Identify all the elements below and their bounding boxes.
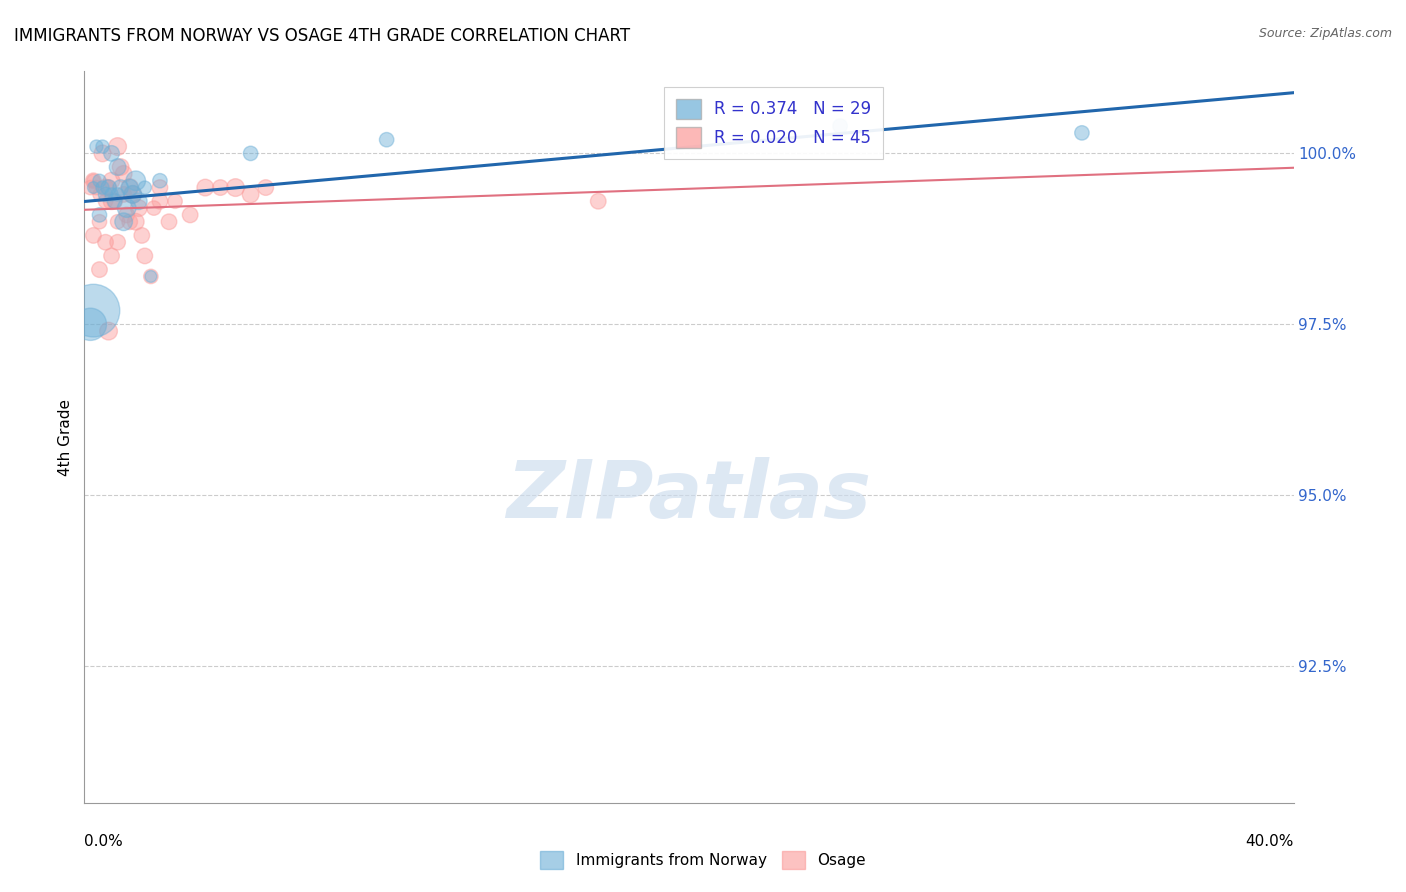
Point	[375, 133, 398, 147]
Point	[89, 262, 111, 277]
Point	[157, 215, 180, 229]
Point	[100, 249, 122, 263]
Point	[82, 180, 104, 194]
Point	[100, 146, 122, 161]
Text: IMMIGRANTS FROM NORWAY VS OSAGE 4TH GRADE CORRELATION CHART: IMMIGRANTS FROM NORWAY VS OSAGE 4TH GRAD…	[14, 27, 630, 45]
Point	[82, 174, 104, 188]
Point	[94, 180, 117, 194]
Point	[94, 187, 117, 202]
Point	[149, 194, 172, 209]
Point	[82, 228, 104, 243]
Point	[118, 180, 141, 194]
Point	[89, 208, 111, 222]
Point	[225, 180, 247, 194]
Point	[79, 318, 101, 332]
Point	[179, 208, 201, 222]
Point	[100, 174, 122, 188]
Point	[125, 215, 148, 229]
Point	[134, 180, 156, 194]
Point	[131, 228, 153, 243]
Point	[142, 201, 165, 215]
Y-axis label: 4th Grade: 4th Grade	[58, 399, 73, 475]
Point	[1071, 126, 1094, 140]
Point	[588, 194, 610, 209]
Point	[91, 146, 114, 161]
Point	[86, 180, 108, 194]
Point	[89, 174, 111, 188]
Point	[91, 139, 114, 153]
Point	[110, 160, 132, 174]
Point	[139, 269, 162, 284]
Text: Source: ZipAtlas.com: Source: ZipAtlas.com	[1258, 27, 1392, 40]
Point	[107, 215, 129, 229]
Point	[97, 180, 120, 194]
Point	[112, 167, 135, 181]
Point	[118, 180, 141, 194]
Point	[107, 139, 129, 153]
Point	[100, 194, 122, 209]
Point	[94, 194, 117, 209]
Point	[112, 215, 135, 229]
Point	[209, 180, 232, 194]
Point	[82, 303, 104, 318]
Point	[239, 146, 262, 161]
Point	[165, 194, 187, 209]
Point	[128, 194, 150, 209]
Point	[82, 174, 104, 188]
Point	[110, 180, 132, 194]
Point	[104, 194, 127, 209]
Point	[254, 180, 277, 194]
Point	[100, 187, 122, 202]
Legend: Immigrants from Norway, Osage: Immigrants from Norway, Osage	[534, 845, 872, 875]
Point	[107, 187, 129, 202]
Point	[125, 174, 148, 188]
Point	[149, 180, 172, 194]
Point	[86, 139, 108, 153]
Text: 40.0%: 40.0%	[1246, 834, 1294, 849]
Point	[79, 180, 101, 194]
Point	[89, 215, 111, 229]
Point	[104, 194, 127, 209]
Point	[118, 215, 141, 229]
Point	[97, 180, 120, 194]
Legend: R = 0.374   N = 29, R = 0.020   N = 45: R = 0.374 N = 29, R = 0.020 N = 45	[664, 87, 883, 160]
Text: ZIPatlas: ZIPatlas	[506, 457, 872, 534]
Point	[121, 187, 143, 202]
Point	[134, 249, 156, 263]
Point	[107, 160, 129, 174]
Point	[89, 187, 111, 202]
Point	[91, 180, 114, 194]
Point	[107, 235, 129, 250]
Point	[149, 174, 172, 188]
Point	[194, 180, 217, 194]
Point	[97, 324, 120, 338]
Point	[830, 119, 852, 133]
Point	[112, 187, 135, 202]
Point	[239, 187, 262, 202]
Text: 0.0%: 0.0%	[84, 834, 124, 849]
Point	[121, 187, 143, 202]
Point	[94, 235, 117, 250]
Point	[128, 201, 150, 215]
Point	[115, 201, 138, 215]
Point	[139, 269, 162, 284]
Point	[115, 208, 138, 222]
